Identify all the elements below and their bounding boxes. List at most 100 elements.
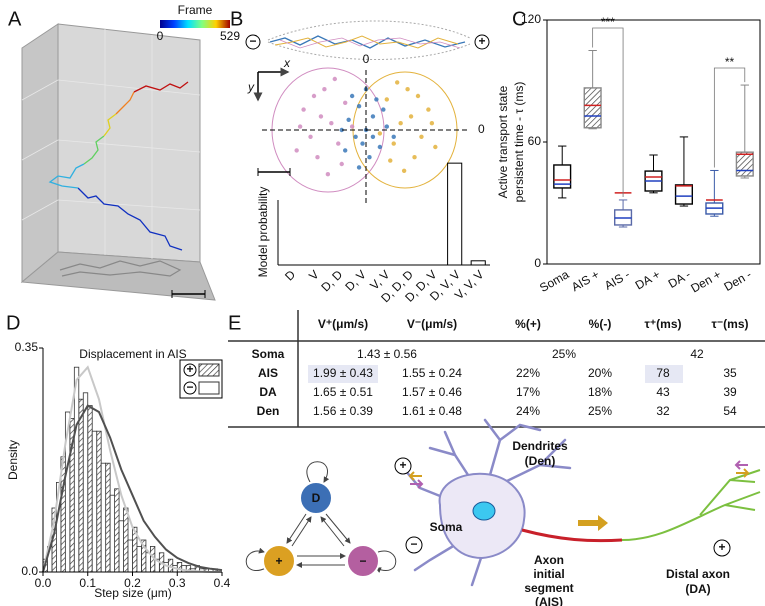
histogram-bar bbox=[114, 488, 120, 573]
table-cell: 32 bbox=[656, 404, 670, 418]
table-cell: 1.61 ± 0.48 bbox=[402, 404, 462, 418]
significance-bracket bbox=[592, 27, 624, 197]
y-tick-label: 60 bbox=[528, 134, 542, 148]
significance-label: ** bbox=[725, 55, 735, 69]
point bbox=[377, 144, 383, 150]
plus-symbol: + bbox=[399, 458, 406, 472]
colorbar-title: Frame bbox=[178, 3, 213, 17]
histogram-bar bbox=[100, 462, 107, 573]
colorbar-tick-label: 0 bbox=[157, 29, 164, 43]
table-cell: 1.65 ± 0.51 bbox=[313, 385, 373, 399]
colorbar-tick-label: 529 bbox=[220, 29, 240, 43]
point bbox=[377, 131, 383, 136]
panel-label: A bbox=[8, 8, 22, 30]
ais-label: Axon bbox=[534, 553, 564, 567]
x-tick-label: DA + bbox=[633, 267, 663, 292]
point bbox=[349, 124, 355, 129]
column-header: τ⁻(ms) bbox=[711, 317, 748, 331]
point bbox=[419, 134, 424, 139]
column-header: V⁺(μm/s) bbox=[318, 317, 368, 331]
column-header: V⁻(μm/s) bbox=[407, 317, 457, 331]
x-axis-title: Step size (μm) bbox=[94, 586, 172, 600]
point bbox=[356, 104, 362, 109]
ais-label: segment bbox=[524, 581, 573, 595]
minus-symbol: − bbox=[410, 537, 417, 551]
y-tick-label: 0.35 bbox=[15, 340, 39, 354]
panel-label: B bbox=[230, 8, 243, 30]
point bbox=[370, 114, 376, 119]
point bbox=[343, 148, 348, 153]
x-tick-label: D bbox=[282, 267, 298, 283]
x-tick-label: DA - bbox=[666, 267, 693, 291]
table-cell: 1.99 ± 0.43 bbox=[313, 366, 373, 380]
point bbox=[398, 121, 403, 126]
point bbox=[297, 124, 303, 129]
x-tick-label: 0.2 bbox=[124, 576, 141, 590]
point bbox=[301, 107, 306, 112]
state-node-label: + bbox=[275, 554, 282, 568]
y-axis-title: Active transport state bbox=[496, 85, 510, 198]
point bbox=[388, 158, 393, 163]
bar bbox=[470, 260, 486, 266]
significance-bracket bbox=[713, 67, 746, 168]
table-cell: 1.43 ± 0.56 bbox=[357, 347, 417, 361]
table-cell: 25% bbox=[552, 347, 576, 361]
legend-swatch bbox=[198, 363, 220, 377]
bar bbox=[447, 162, 463, 266]
histogram-bar bbox=[123, 507, 129, 573]
y-axis-title: Density bbox=[6, 440, 20, 480]
point bbox=[353, 134, 358, 139]
box bbox=[583, 87, 602, 129]
point bbox=[401, 168, 407, 173]
histogram-bar bbox=[82, 392, 89, 573]
table-cell: 1.57 ± 0.46 bbox=[402, 385, 462, 399]
legend-label: + bbox=[186, 362, 193, 376]
table-cell: 20% bbox=[588, 366, 612, 380]
point bbox=[360, 141, 365, 146]
state-diagram bbox=[245, 461, 397, 578]
x-tick-label: 0.1 bbox=[79, 576, 96, 590]
row-header: AIS bbox=[258, 366, 278, 380]
y-tick-label: 0 bbox=[478, 122, 485, 136]
point bbox=[412, 155, 417, 160]
legend-swatch bbox=[198, 381, 220, 395]
column-header: τ⁺(ms) bbox=[644, 317, 681, 331]
fit-curve bbox=[42, 404, 223, 573]
point bbox=[339, 127, 344, 133]
table-cell: 18% bbox=[588, 385, 612, 399]
point bbox=[343, 100, 348, 106]
histogram-bar bbox=[176, 562, 183, 573]
table-cell: 24% bbox=[516, 404, 540, 418]
point bbox=[315, 155, 320, 160]
row-header: Soma bbox=[252, 347, 285, 361]
y-tick-label: 0 bbox=[534, 256, 541, 270]
x-tick-label: AIS + bbox=[569, 267, 602, 294]
panel-a-drawing bbox=[20, 20, 230, 301]
panel-b-drawing bbox=[245, 20, 490, 193]
table-cell: 1.56 ± 0.39 bbox=[313, 404, 373, 418]
histogram-bar bbox=[91, 430, 98, 573]
point bbox=[395, 80, 400, 85]
point bbox=[294, 148, 299, 153]
y-tick-label: 0.0 bbox=[21, 564, 38, 578]
dendrites-label: Dendrites bbox=[512, 439, 568, 453]
x-tick-label: Den + bbox=[688, 267, 723, 295]
y-axis-title: persistent time - τ (ms) bbox=[512, 82, 526, 203]
table-cell: 17% bbox=[516, 385, 540, 399]
histogram-bar bbox=[96, 430, 102, 573]
distal-axon-label: (DA) bbox=[685, 582, 710, 596]
box bbox=[735, 151, 754, 177]
point bbox=[322, 87, 327, 92]
distal-axon-label: Distal axon bbox=[666, 567, 730, 581]
point bbox=[346, 117, 351, 123]
x-tick-label: Soma bbox=[537, 267, 571, 295]
axis-arrow-label: x bbox=[283, 56, 291, 70]
plus-symbol: + bbox=[478, 34, 485, 48]
point bbox=[391, 134, 396, 139]
box bbox=[553, 164, 572, 189]
fit-curve bbox=[42, 365, 222, 573]
histogram-bar bbox=[118, 520, 124, 573]
panel-label: D bbox=[6, 312, 20, 334]
state-node-label: − bbox=[359, 554, 366, 568]
